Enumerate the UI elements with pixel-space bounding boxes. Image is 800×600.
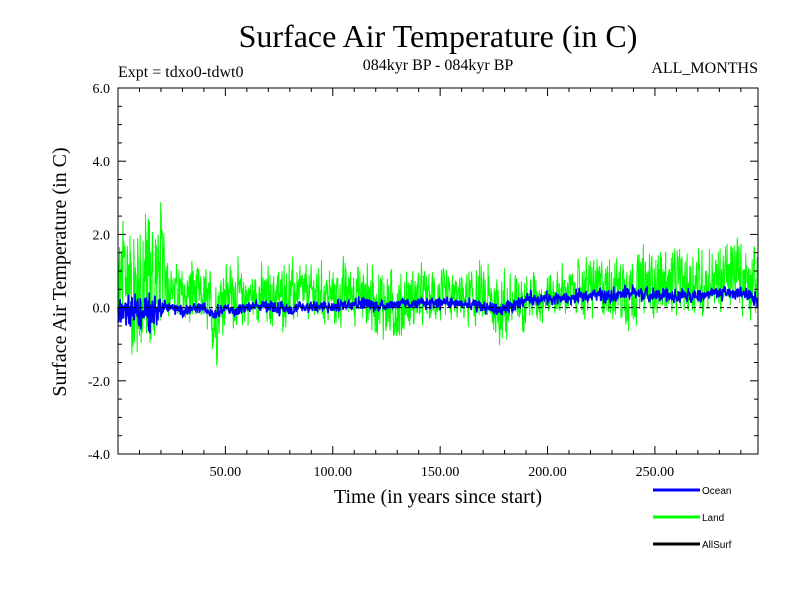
series-line-land — [117, 202, 759, 366]
x-tick-label: 200.00 — [528, 465, 567, 480]
legend-label-allsurf: AllSurf — [702, 540, 732, 551]
y-tick-label: -2.0 — [88, 375, 110, 390]
y-axis-label: Surface Air Temperature (in C) — [49, 147, 71, 396]
y-tick-label: -4.0 — [88, 448, 110, 463]
legend: Ocean Land AllSurf — [653, 486, 732, 551]
legend-label-ocean: Ocean — [702, 486, 731, 497]
y-tick-label: 0.0 — [93, 302, 111, 317]
x-tick-label: 150.00 — [421, 465, 460, 480]
experiment-label: Expt = tdxo0-tdwt0 — [118, 64, 243, 81]
y-tick-label: 2.0 — [93, 228, 111, 243]
series-line-ocean — [117, 284, 759, 334]
x-tick-label: 50.00 — [210, 465, 242, 480]
legend-label-land: Land — [702, 513, 724, 524]
y-tick-label: 6.0 — [93, 82, 111, 97]
chart-title: Surface Air Temperature (in C) — [239, 18, 638, 54]
x-tick-label: 250.00 — [636, 465, 675, 480]
chart-subtitle: 084kyr BP - 084kyr BP — [363, 57, 514, 74]
x-axis-label: Time (in years since start) — [334, 486, 542, 508]
months-label: ALL_MONTHS — [651, 60, 758, 77]
x-tick-label: 100.00 — [314, 465, 353, 480]
axes: 50.00 100.00 150.00 200.00 250.00 -4.0 -2.0 0.0… — [88, 82, 759, 480]
y-tick-label: 4.0 — [93, 155, 111, 170]
plot-area — [117, 202, 759, 366]
